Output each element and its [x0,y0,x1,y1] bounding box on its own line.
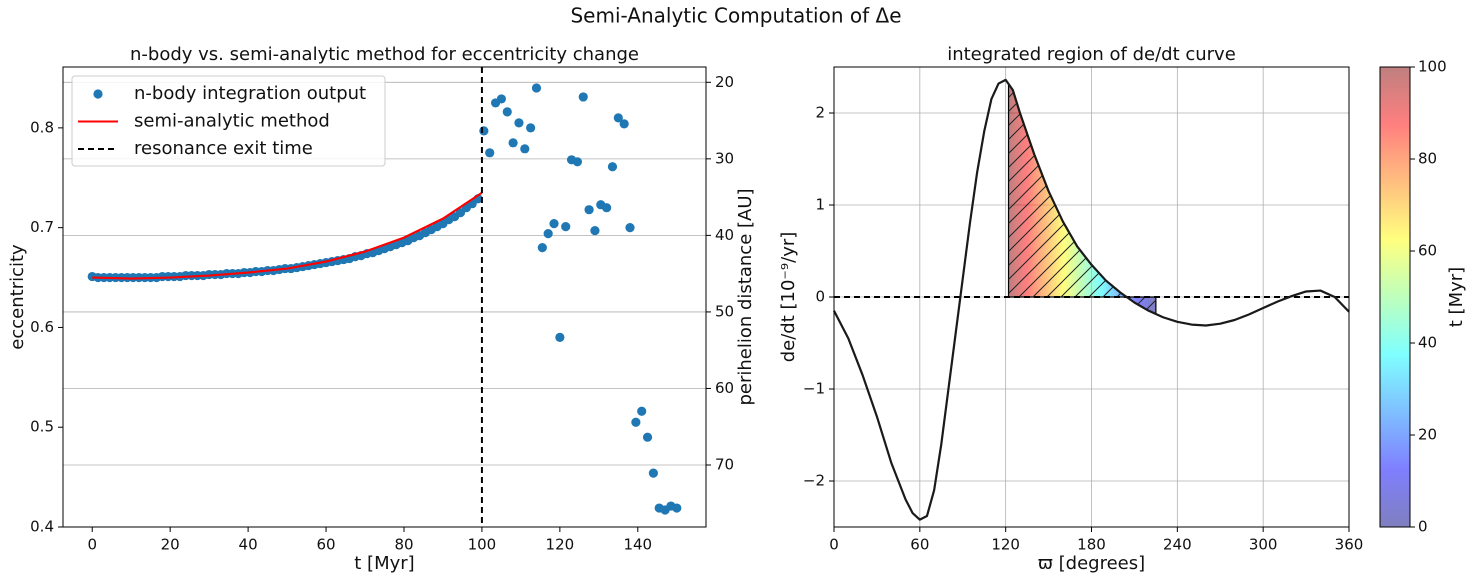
y2-tick-label: 60 [715,379,734,397]
x-tick-label: 20 [161,536,180,554]
legend-label: resonance exit time [134,138,313,159]
y2-axis-label: perihelion distance [AU] [735,188,756,405]
y2-tick-label: 30 [715,149,734,167]
x-tick-label: 180 [1077,536,1106,554]
x-tick-label: 140 [623,536,652,554]
legend-label: semi-analytic method [134,111,330,132]
data-point [590,226,600,236]
data-point [479,126,489,136]
data-point [502,107,512,117]
legend-box [71,75,386,167]
data-point [607,162,618,172]
axes-frame [833,66,1350,528]
colorbar-tick-label: 40 [1418,334,1437,352]
data-line [833,78,1350,521]
y2-tick-label: 50 [715,302,734,320]
y2-tick-label: 20 [715,73,734,91]
data-point [508,138,518,148]
y-tick-label: 0.4 [30,518,54,536]
x-tick-label: 360 [1335,536,1364,554]
y-tick-label: 0.6 [30,318,54,336]
x-tick-label: 40 [239,536,258,554]
legend-marker [93,89,103,99]
data-point [631,417,641,427]
data-point [613,113,623,123]
data-point [485,148,495,158]
axes-title: integrated region of de/dt curve [947,44,1236,65]
data-point [549,219,559,229]
colorbar-label: t [Myr] [1446,267,1467,327]
data-point [555,332,565,343]
data-point [520,144,530,154]
data-point [578,92,588,102]
x-tick-label: 300 [1249,536,1278,554]
y-axis-label: eccentricity [7,244,28,350]
x-axis-label: t [Myr] [354,553,414,574]
colorbar-tick-label: 80 [1418,150,1437,168]
x-axis-label: ϖ [degrees] [1038,553,1145,574]
data-point [572,157,583,167]
y-tick-label: −1 [803,380,825,398]
y-tick-label: 1 [815,196,825,214]
data-point [642,432,653,442]
data-point [637,406,647,416]
data-line [92,191,483,280]
data-point [543,229,553,239]
data-point [672,503,682,513]
y-axis-label: de/dt [10⁻⁹/yr] [778,232,799,363]
x-tick-label: 60 [316,536,335,554]
y-tick-label: 2 [815,104,825,122]
data-point [526,123,536,133]
data-point [648,468,658,478]
colorbar-tick-label: 20 [1418,426,1437,444]
y2-tick-label: 70 [715,456,734,474]
axes-title: n-body vs. semi-analytic method for ecce… [130,44,639,65]
hatch [1008,83,1156,315]
data-point [625,223,635,233]
x-tick-label: 240 [1163,536,1192,554]
legend-label: n-body integration output [134,83,366,104]
axes-frame [62,66,707,528]
x-tick-label: 80 [394,536,413,554]
y-tick-label: −2 [803,472,825,490]
data-point [584,205,594,215]
data-point [496,94,507,104]
y-tick-label: 0 [815,288,825,306]
x-tick-label: 60 [910,536,929,554]
y2-tick-label: 40 [715,226,734,244]
colorbar-tick-label: 100 [1418,58,1447,76]
data-point [531,83,542,93]
colorbar-tick-label: 60 [1418,242,1437,260]
y-tick-label: 0.5 [30,418,54,436]
data-point [514,118,524,128]
y-tick-label: 0.8 [30,118,54,136]
x-tick-label: 120 [991,536,1020,554]
colorbar [1379,66,1411,528]
data-point [561,222,571,232]
figure-title: Semi-Analytic Computation of Δe [570,4,901,28]
x-tick-label: 0 [87,536,97,554]
colorbar-tick-label: 0 [1418,518,1428,536]
x-tick-label: 0 [829,536,839,554]
data-point [537,243,547,253]
data-point [619,119,629,129]
x-tick-label: 120 [546,536,575,554]
x-tick-label: 100 [468,536,497,554]
y-tick-label: 0.7 [30,218,54,236]
data-point [602,203,612,213]
